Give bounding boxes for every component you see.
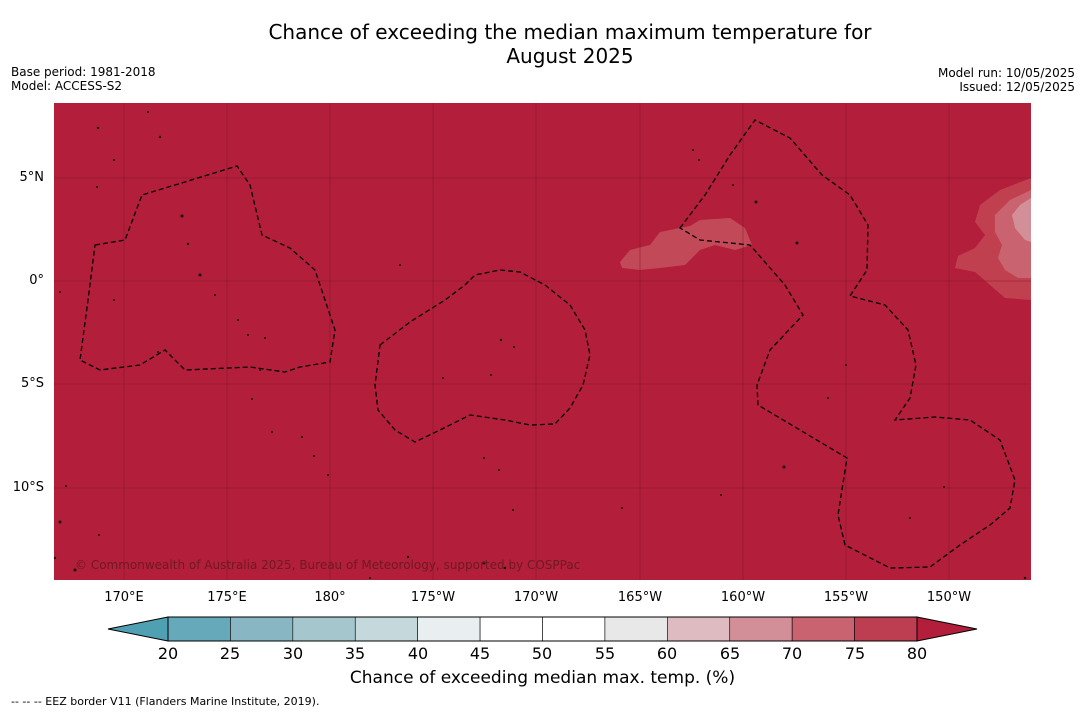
colorbar-label: Chance of exceeding median max. temp. (%… bbox=[349, 668, 736, 688]
colorbar-tick: 25 bbox=[219, 644, 241, 663]
colorbar-tick: 70 bbox=[781, 644, 803, 663]
colorbar-tick: 80 bbox=[906, 644, 928, 663]
colorbar bbox=[107, 616, 978, 642]
eez-border-tuvalu bbox=[79, 165, 336, 373]
colorbar-cell bbox=[417, 616, 481, 642]
base-period: Base period: 1981-2018 bbox=[11, 65, 156, 79]
eez-border-line-islands bbox=[679, 119, 1016, 569]
colorbar-tick: 40 bbox=[407, 644, 429, 663]
colorbar-cell bbox=[479, 616, 543, 642]
anomaly-patch-east-inner bbox=[1012, 198, 1031, 242]
title-line-1: Chance of exceeding the median maximum t… bbox=[268, 20, 872, 44]
lon-label: 175°W bbox=[410, 590, 456, 605]
eez-border-phoenix bbox=[374, 269, 591, 443]
lat-label: 0° bbox=[29, 273, 44, 288]
colorbar-tick: 60 bbox=[656, 644, 678, 663]
colorbar-tick: 45 bbox=[469, 644, 491, 663]
colorbar-tick: 65 bbox=[719, 644, 741, 663]
colorbar-cell bbox=[230, 616, 294, 642]
meta-right: Model run: 10/05/2025 Issued: 12/05/2025 bbox=[938, 66, 1075, 94]
map-title: Chance of exceeding the median maximum t… bbox=[0, 20, 1085, 68]
colorbar-cell bbox=[854, 616, 918, 642]
lon-label: 175°E bbox=[207, 590, 247, 605]
colorbar-cell bbox=[667, 616, 731, 642]
colorbar-cell bbox=[354, 616, 418, 642]
colorbar-cell bbox=[167, 616, 231, 642]
colorbar-cell bbox=[729, 616, 793, 642]
issued-date: Issued: 12/05/2025 bbox=[959, 80, 1075, 94]
meta-left: Base period: 1981-2018 Model: ACCESS-S2 bbox=[11, 65, 156, 93]
colorbar-extend-low bbox=[107, 616, 169, 642]
colorbar-cell bbox=[791, 616, 855, 642]
colorbar-tick: 50 bbox=[531, 644, 553, 663]
lat-label: 5°S bbox=[20, 376, 44, 391]
colorbar-cell bbox=[604, 616, 668, 642]
colorbar-tick: 75 bbox=[844, 644, 866, 663]
gridlines bbox=[54, 103, 1031, 580]
model-name: Model: ACCESS-S2 bbox=[11, 79, 123, 93]
eez-legend-note: -- -- -- EEZ border V11 (Flanders Marine… bbox=[11, 695, 320, 708]
anomaly-patch-central bbox=[620, 218, 752, 270]
lat-label: 5°N bbox=[19, 170, 45, 185]
lon-label: 160°W bbox=[720, 590, 766, 605]
colorbar-tick: 55 bbox=[594, 644, 616, 663]
colorbar-extend-high bbox=[916, 616, 978, 642]
colorbar-cell bbox=[292, 616, 356, 642]
island-marks bbox=[53, 111, 1027, 580]
title-line-2: August 2025 bbox=[506, 44, 634, 68]
lon-label: 180° bbox=[314, 590, 346, 605]
copyright-notice: © Commonwealth of Australia 2025, Bureau… bbox=[75, 558, 581, 572]
lon-label: 170°E bbox=[104, 590, 144, 605]
colorbar-frame bbox=[167, 616, 918, 642]
lon-label: 155°W bbox=[823, 590, 869, 605]
colorbar-tick: 20 bbox=[157, 644, 179, 663]
lon-label: 170°W bbox=[513, 590, 559, 605]
colorbar-tick: 35 bbox=[344, 644, 366, 663]
lon-label: 150°W bbox=[926, 590, 972, 605]
colorbar-tick: 30 bbox=[282, 644, 304, 663]
lat-label: 10°S bbox=[12, 480, 44, 495]
lon-label: 165°W bbox=[617, 590, 663, 605]
model-run: Model run: 10/05/2025 bbox=[937, 66, 1075, 80]
map-background bbox=[54, 103, 1031, 580]
colorbar-cell bbox=[542, 616, 606, 642]
